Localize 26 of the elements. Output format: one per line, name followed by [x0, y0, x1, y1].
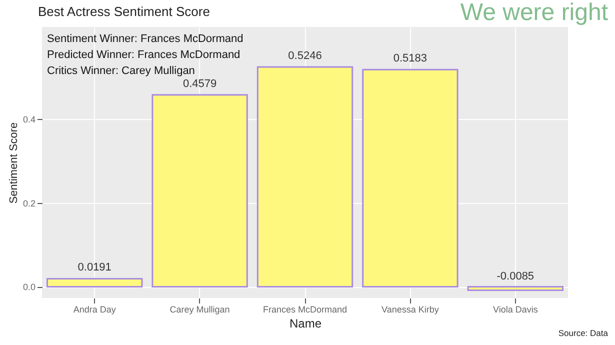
data-label: -0.0085: [496, 270, 534, 282]
y-tick-label: 0.2: [22, 198, 36, 208]
chart-title: Best Actress Sentiment Score: [38, 4, 210, 19]
data-label: 0.5246: [288, 50, 322, 62]
bar: [256, 66, 354, 288]
x-tick-label: Andra Day: [73, 304, 116, 314]
annotation: Predicted Winner: Frances McDormand: [47, 49, 240, 61]
bar: [467, 286, 564, 291]
y-axis-title: Sentiment Score: [8, 122, 20, 204]
bar: [152, 94, 248, 288]
bar: [46, 278, 143, 288]
annotation: Critics Winner: Carey Mulligan: [47, 65, 195, 77]
source-note: Source: Data: [558, 328, 608, 338]
data-label: 0.0191: [78, 262, 112, 274]
data-label: 0.4579: [182, 78, 217, 90]
x-axis-title: Name: [289, 316, 322, 330]
x-tick-label: Vanessa Kirby: [382, 304, 440, 314]
y-tick-label: 0.4: [22, 114, 36, 125]
x-tick-label: Frances McDormand: [262, 304, 348, 314]
x-tick-label: Carey Mulligan: [170, 304, 230, 314]
bar: [362, 68, 458, 288]
y-tick-label: 0.0: [22, 282, 36, 292]
annotation: Sentiment Winner: Frances McDormand: [47, 33, 244, 45]
data-label: 0.5183: [393, 52, 428, 65]
x-tick-label: Viola Davis: [492, 304, 538, 314]
text: We were right: [460, 0, 608, 26]
